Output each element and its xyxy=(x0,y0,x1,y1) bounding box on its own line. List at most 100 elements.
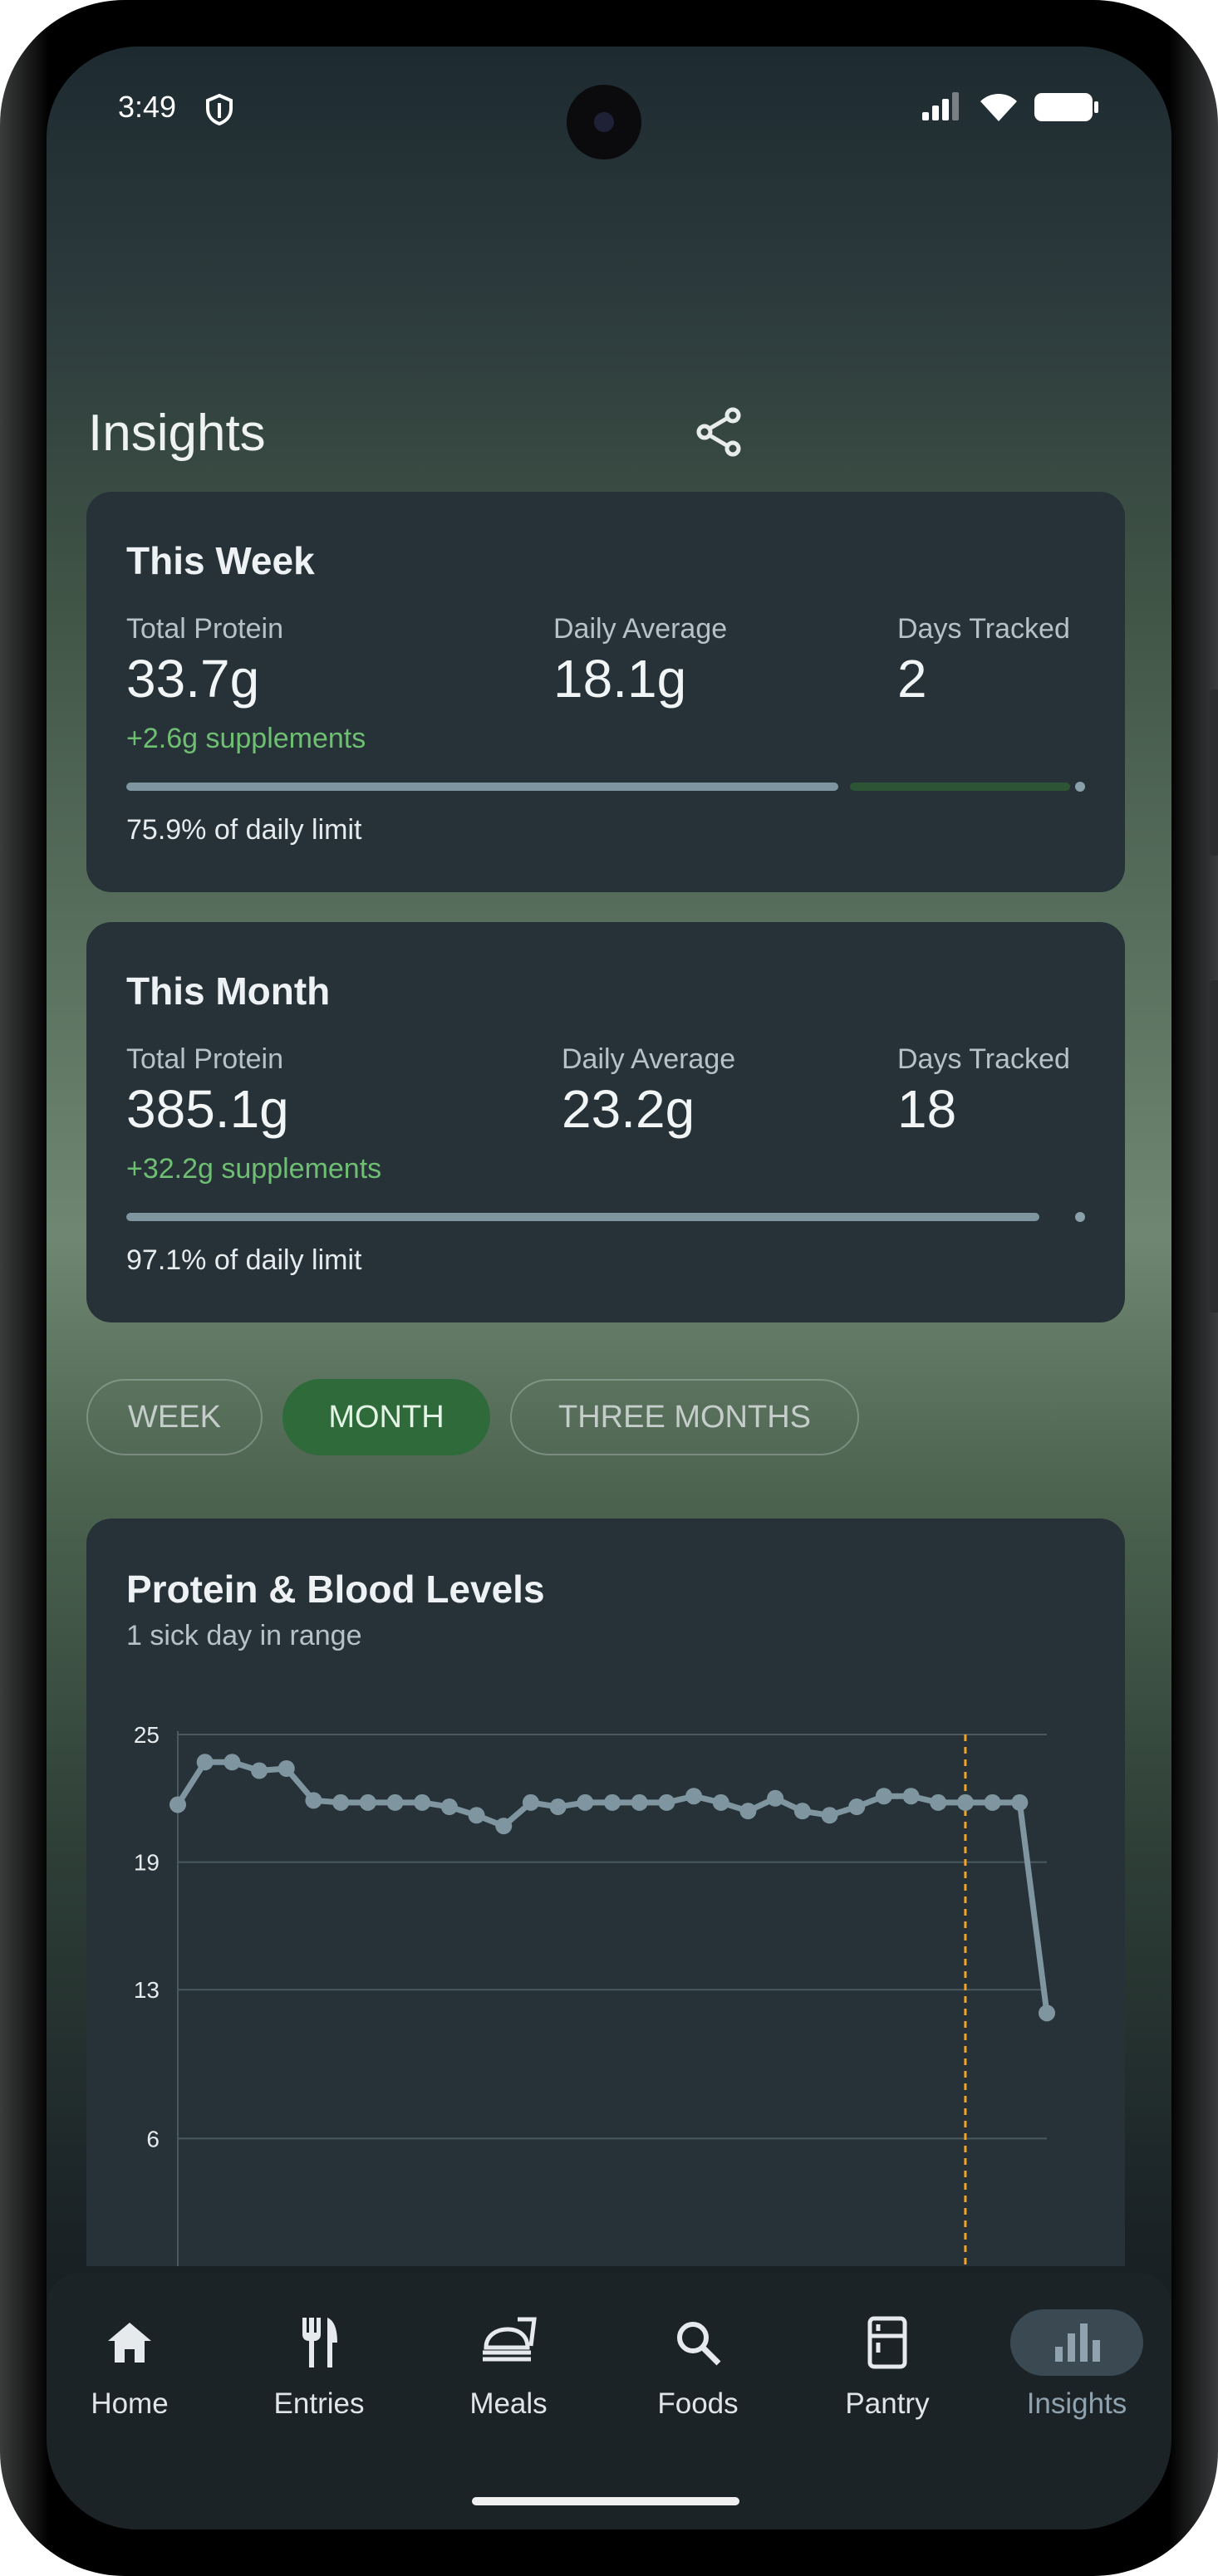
data-point xyxy=(577,1793,594,1811)
data-point xyxy=(793,1803,811,1820)
data-point xyxy=(604,1793,621,1811)
daily-average-label: Daily Average xyxy=(562,1043,736,1075)
data-point xyxy=(739,1803,757,1820)
nav-meals[interactable]: Meals xyxy=(425,2309,592,2421)
progress-fill xyxy=(126,1213,1039,1221)
data-point xyxy=(984,1793,1001,1811)
chart-subtitle: 1 sick day in range xyxy=(126,1620,362,1651)
status-bar: 3:49 xyxy=(47,47,1171,159)
progress-remaining xyxy=(850,783,1070,791)
screen: 3:49 Insights This W xyxy=(47,47,1171,2529)
supplements-text: +2.6g supplements xyxy=(126,723,366,754)
data-point xyxy=(1039,2004,1055,2022)
data-point xyxy=(522,1793,539,1811)
nav-label: Pantry xyxy=(845,2387,930,2420)
data-point xyxy=(332,1793,350,1811)
nav-foods[interactable]: Foods xyxy=(615,2309,781,2421)
data-point xyxy=(359,1793,376,1811)
progress-end-dot xyxy=(1075,1212,1085,1222)
protein-blood-chart-card: Protein & Blood Levels 1 sick day in ran… xyxy=(86,1519,1125,2266)
data-point xyxy=(902,1788,920,1805)
y-tick-label: 25 xyxy=(134,1722,160,1748)
days-tracked-value: 2 xyxy=(897,649,927,709)
range-chip-three-months[interactable]: THREE MONTHS xyxy=(510,1379,859,1455)
data-point xyxy=(277,1759,295,1777)
progress-end-dot xyxy=(1075,782,1085,792)
y-tick-label: 6 xyxy=(146,2126,160,2152)
page-title: Insights xyxy=(88,405,266,462)
nav-home[interactable]: Home xyxy=(47,2309,213,2421)
system-icons xyxy=(921,91,1100,127)
share-icon[interactable] xyxy=(693,405,746,459)
daily-average-value: 23.2g xyxy=(562,1079,695,1139)
data-point xyxy=(305,1792,322,1809)
data-point xyxy=(549,1798,567,1816)
data-point xyxy=(712,1793,729,1811)
daily-average-value: 18.1g xyxy=(553,649,687,709)
fork-knife-icon xyxy=(253,2309,386,2376)
volume-button xyxy=(1210,689,1218,856)
data-point xyxy=(1011,1793,1029,1811)
line-chart: 25 19 13 6 xyxy=(134,1722,1055,2266)
range-chip-week[interactable]: WEEK xyxy=(86,1379,263,1455)
nav-label: Home xyxy=(91,2387,169,2420)
data-point xyxy=(251,1762,268,1779)
bottom-nav: Home Entries Meals Foods xyxy=(47,2273,1171,2529)
data-point xyxy=(875,1788,892,1805)
status-time: 3:49 xyxy=(118,90,177,124)
data-point xyxy=(930,1793,947,1811)
daily-average-label: Daily Average xyxy=(553,613,728,645)
data-point xyxy=(495,1818,513,1835)
data-point xyxy=(956,1793,974,1811)
card-title: This Week xyxy=(126,539,315,582)
fridge-icon xyxy=(821,2309,954,2376)
meal-icon xyxy=(442,2309,575,2376)
supplements-text: +32.2g supplements xyxy=(126,1153,382,1185)
card-title: This Month xyxy=(126,969,331,1013)
search-icon xyxy=(631,2309,764,2376)
data-point xyxy=(169,1796,186,1813)
chart-title: Protein & Blood Levels xyxy=(126,1568,545,1611)
range-chip-month[interactable]: MONTH xyxy=(282,1379,490,1455)
nav-label: Meals xyxy=(469,2387,548,2420)
total-protein-value: 385.1g xyxy=(126,1079,289,1139)
total-protein-value: 33.7g xyxy=(126,649,260,709)
data-point xyxy=(223,1754,241,1771)
nav-label: Insights xyxy=(1026,2387,1127,2420)
progress-fill xyxy=(126,783,838,791)
data-point xyxy=(440,1798,458,1816)
home-icon xyxy=(63,2309,196,2376)
days-tracked-label: Days Tracked xyxy=(897,613,1070,645)
data-point xyxy=(685,1788,703,1805)
nav-pantry[interactable]: Pantry xyxy=(804,2309,970,2421)
wifi-icon xyxy=(979,91,1019,127)
daily-limit-text: 75.9% of daily limit xyxy=(126,814,362,846)
data-point xyxy=(196,1754,214,1771)
home-indicator[interactable] xyxy=(472,2497,739,2505)
nav-insights[interactable]: Insights xyxy=(994,2309,1160,2421)
bar-chart-icon xyxy=(1010,2309,1143,2376)
week-summary-card: This Week Total Protein 33.7g +2.6g supp… xyxy=(86,492,1125,892)
power-button xyxy=(1210,980,1218,1313)
data-point xyxy=(848,1798,866,1816)
nav-label: Entries xyxy=(273,2387,365,2420)
data-point xyxy=(821,1807,838,1824)
month-summary-card: This Month Total Protein 385.1g +32.2g s… xyxy=(86,922,1125,1322)
data-point xyxy=(414,1793,431,1811)
data-point xyxy=(631,1793,648,1811)
data-point xyxy=(658,1793,675,1811)
nav-entries[interactable]: Entries xyxy=(236,2309,402,2421)
data-point xyxy=(767,1789,784,1807)
total-protein-label: Total Protein xyxy=(126,613,283,645)
days-tracked-value: 18 xyxy=(897,1079,957,1139)
y-tick-label: 13 xyxy=(134,1977,160,2003)
signal-icon xyxy=(921,92,964,126)
data-point xyxy=(386,1793,404,1811)
nav-label: Foods xyxy=(657,2387,739,2420)
battery-icon xyxy=(1034,91,1100,127)
days-tracked-label: Days Tracked xyxy=(897,1043,1070,1075)
data-point xyxy=(468,1807,485,1824)
y-tick-label: 19 xyxy=(134,1850,160,1876)
shield-icon xyxy=(204,93,234,130)
